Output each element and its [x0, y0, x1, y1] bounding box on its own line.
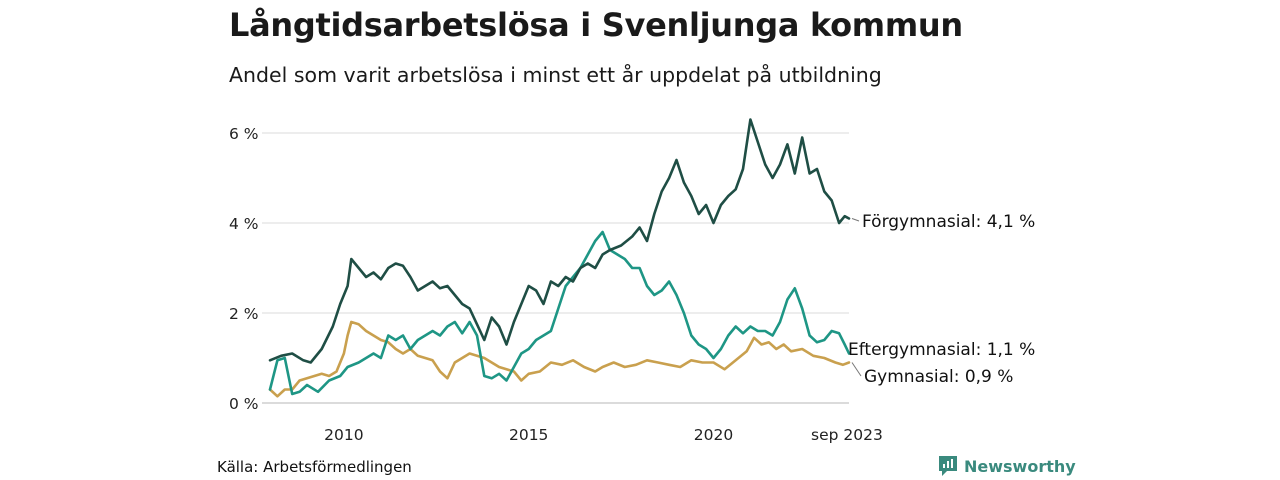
series-line-gymnasial	[268, 320, 851, 398]
source-note: Källa: Arbetsförmedlingen	[217, 458, 412, 476]
series-end-label: Gymnasial: 0,9 %	[864, 367, 1013, 387]
y-axis-tick-labels: 0 % 2 % 4 % 6 %	[229, 125, 259, 413]
gridlines	[262, 132, 849, 404]
x-tick-label: 2020	[694, 426, 733, 444]
brand-logo[interactable]: Newsworthy	[938, 455, 1076, 477]
x-tick-label: 2015	[509, 426, 548, 444]
y-tick-label: 2 %	[229, 305, 259, 323]
label-leader-line	[851, 362, 862, 377]
series-end-label: Eftergymnasial: 1,1 %	[848, 340, 1035, 360]
chart-subtitle: Andel som varit arbetslösa i minst ett å…	[229, 63, 882, 87]
series-lines	[268, 118, 851, 398]
series-line-förgymnasial	[268, 118, 851, 364]
chart-title: Långtidsarbetslösa i Svenljunga kommun	[229, 6, 963, 44]
series-line-eftergymnasial	[268, 230, 851, 396]
y-tick-label: 6 %	[229, 125, 259, 143]
series-end-labels: Förgymnasial: 4,1 % Eftergymnasial: 1,1 %…	[848, 212, 1035, 387]
series-end-label: Förgymnasial: 4,1 %	[862, 212, 1035, 232]
brand-name: Newsworthy	[964, 456, 1076, 476]
label-leader-line	[851, 218, 860, 222]
x-axis-tick-labels: 2010 2015 2020 sep 2023	[324, 426, 883, 444]
x-tick-label: sep 2023	[811, 426, 883, 444]
y-tick-label: 4 %	[229, 215, 259, 233]
y-tick-label: 0 %	[229, 395, 259, 413]
newsworthy-logo-icon	[939, 456, 957, 476]
x-tick-label: 2010	[324, 426, 363, 444]
